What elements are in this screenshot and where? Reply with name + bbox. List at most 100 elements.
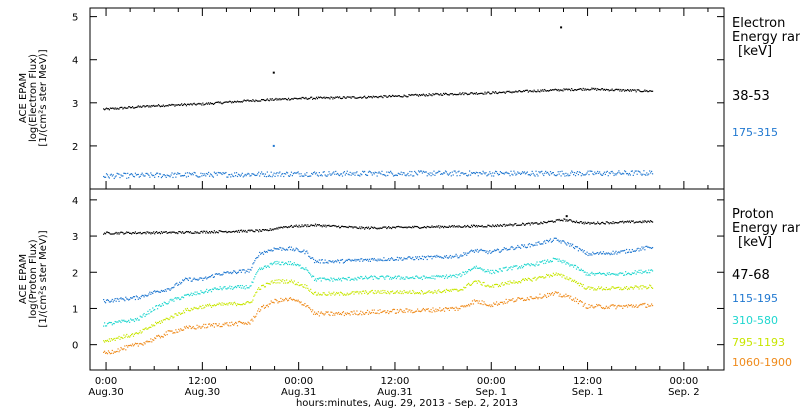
data-point	[429, 256, 431, 258]
data-point	[388, 226, 390, 228]
data-point	[478, 93, 480, 95]
data-point	[591, 87, 593, 89]
data-point	[298, 250, 300, 252]
data-point	[347, 258, 349, 261]
data-point	[624, 170, 626, 172]
data-point	[611, 88, 613, 90]
data-point	[424, 292, 426, 294]
data-point	[559, 240, 561, 242]
data-point	[502, 248, 504, 251]
data-point	[403, 310, 405, 312]
data-point	[361, 293, 363, 295]
data-point	[548, 276, 551, 278]
data-point	[521, 222, 524, 224]
data-point	[154, 176, 156, 178]
data-point	[483, 268, 485, 271]
data-point	[120, 346, 122, 349]
data-point	[338, 96, 341, 98]
data-point	[166, 174, 168, 176]
data-point	[569, 297, 571, 299]
data-point	[147, 231, 149, 233]
data-point	[390, 276, 392, 278]
data-point	[136, 332, 138, 335]
data-point	[348, 225, 350, 227]
data-point	[145, 105, 147, 107]
data-point	[196, 291, 198, 293]
data-point	[203, 323, 205, 325]
data-point	[367, 171, 370, 173]
data-point	[444, 256, 447, 258]
data-point	[285, 98, 287, 100]
data-point	[486, 92, 488, 94]
data-point	[270, 249, 272, 251]
data-point	[526, 263, 528, 265]
data-point	[223, 286, 225, 288]
data-point	[156, 335, 158, 337]
data-point	[546, 239, 548, 241]
data-point	[357, 259, 359, 261]
data-point	[495, 92, 498, 94]
data-point	[165, 317, 167, 319]
data-point	[122, 337, 124, 340]
data-point	[292, 226, 294, 228]
data-point	[454, 288, 456, 291]
data-point	[139, 297, 141, 300]
data-point	[273, 247, 275, 249]
data-point	[315, 172, 318, 174]
data-point	[567, 220, 569, 222]
data-point	[513, 301, 515, 303]
data-point	[404, 291, 406, 293]
data-point	[341, 277, 344, 279]
data-point	[614, 252, 616, 254]
data-point	[493, 302, 495, 304]
data-point	[106, 339, 109, 341]
data-point	[342, 294, 345, 296]
data-point	[137, 345, 139, 347]
data-point	[324, 224, 326, 226]
data-point	[169, 176, 171, 178]
data-point	[435, 256, 437, 258]
data-point	[619, 90, 621, 92]
data-point	[566, 261, 568, 264]
data-point	[327, 278, 329, 280]
data-point	[588, 89, 590, 91]
data-point	[448, 290, 450, 292]
data-point	[349, 171, 351, 173]
data-point	[473, 172, 476, 174]
data-point	[389, 311, 391, 313]
data-point	[596, 252, 598, 254]
y-tick-label: 1	[72, 304, 78, 315]
x-tick-time-label: 12:00	[188, 376, 217, 387]
data-point	[141, 294, 143, 297]
data-point	[469, 93, 471, 95]
data-point	[332, 280, 334, 282]
data-point	[418, 291, 421, 294]
data-point	[488, 305, 490, 307]
data-point	[218, 230, 220, 232]
data-point	[380, 290, 382, 292]
data-point	[140, 343, 142, 345]
data-point	[353, 96, 355, 98]
data-point	[524, 299, 527, 301]
data-point	[644, 249, 646, 251]
data-point	[650, 247, 652, 249]
data-point	[182, 329, 185, 331]
data-point	[325, 175, 327, 177]
data-point	[553, 237, 555, 239]
data-point	[608, 307, 610, 309]
x-tick-time-label: 0:00	[95, 376, 117, 387]
data-point	[440, 256, 442, 258]
data-point	[329, 225, 331, 227]
data-point	[390, 95, 393, 98]
data-point	[356, 258, 358, 261]
data-point	[454, 276, 456, 278]
data-point	[195, 232, 197, 234]
data-point	[550, 261, 553, 263]
data-point	[156, 321, 159, 324]
data-point	[246, 231, 248, 233]
data-point	[439, 291, 441, 293]
data-point	[441, 226, 443, 228]
data-point	[329, 314, 331, 317]
data-point	[423, 275, 425, 277]
data-point	[291, 175, 293, 177]
